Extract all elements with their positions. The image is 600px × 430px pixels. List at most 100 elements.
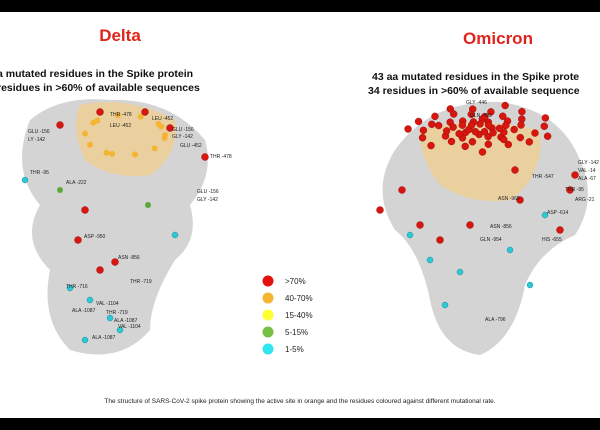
residue-dot [428, 120, 436, 128]
residue-dot [447, 137, 456, 146]
residue-label: GLY -446 [466, 100, 487, 106]
residue-dot [427, 141, 435, 150]
legend-swatch [262, 292, 274, 304]
residue-dot [480, 128, 489, 136]
residue-dot [506, 246, 514, 254]
residue-dot [74, 236, 82, 244]
residue-label: VAL -1104 [118, 324, 141, 330]
residue-dot [416, 221, 424, 229]
residue-dot [426, 256, 434, 264]
left-subtitle: a mutated residues in the Spike protein [0, 68, 193, 80]
right-subtitle: 43 aa mutated residues in the Spike prot… [372, 71, 579, 83]
residue-dot [458, 121, 467, 129]
residue-dot [502, 121, 510, 130]
residue-dot [398, 186, 406, 194]
residue-dot [476, 120, 484, 128]
residue-label: ALA -1087 [92, 335, 116, 341]
residue-dot [57, 187, 63, 193]
residue-dot [449, 110, 458, 118]
residue-dot [446, 105, 454, 113]
residue-dot [487, 108, 495, 116]
residue-dot [499, 112, 507, 120]
residue-dot [81, 336, 89, 344]
residue-label: THR -719 [106, 310, 128, 316]
legend-label: 40-70% [285, 294, 313, 303]
bottom-bar [0, 418, 600, 430]
residue-label: THR -478 [110, 112, 132, 118]
residue-dot [571, 171, 579, 179]
residue-dot [541, 114, 550, 122]
active-site-dot [109, 150, 116, 157]
legend-label: 1-5% [285, 345, 304, 354]
residue-dot [540, 122, 548, 130]
residue-label: THR -95 [565, 187, 584, 193]
residue-dot [449, 123, 457, 131]
residue-dot [481, 112, 489, 121]
residue-dot [166, 124, 174, 132]
residue-label: GLY -142 [197, 197, 218, 203]
residue-dot [478, 148, 487, 156]
residue-dot [96, 108, 104, 116]
active-site-dot [161, 134, 168, 141]
legend-swatch [262, 275, 274, 287]
residue-dot [516, 196, 524, 204]
residue-dot [543, 132, 552, 140]
residue-dot [456, 268, 464, 276]
residue-dot [21, 176, 29, 184]
residue-label: ASN -856 [490, 224, 512, 230]
residue-label: LY -142 [28, 137, 45, 143]
residue-dot [484, 121, 493, 129]
residue-label: ASP -950 [84, 234, 106, 240]
legend-label: 15-40% [285, 311, 313, 320]
residue-label: ALA -1087 [114, 318, 138, 324]
residue-dot [517, 121, 525, 129]
residue-label: GLU -156 [172, 127, 194, 133]
residue-label: ALA -796 [485, 317, 506, 323]
residue-dot [467, 110, 475, 119]
residue-dot [56, 121, 64, 129]
residue-label: ALA -222 [66, 180, 87, 186]
residue-dot [526, 281, 534, 289]
residue-dot [504, 140, 512, 149]
residue-dot [414, 117, 423, 126]
residue-dot [466, 221, 474, 229]
residue-label: ASN -856 [118, 255, 140, 261]
residue-dot [434, 121, 443, 130]
left-title: Delta [99, 26, 141, 45]
residue-label: THR -547 [532, 174, 554, 180]
residue-dot [145, 202, 151, 208]
residue-label: THR -719 [130, 279, 152, 285]
active-site-dot [137, 113, 144, 120]
residue-dot [141, 108, 149, 116]
residue-dot [495, 124, 504, 133]
residue-dot [418, 134, 427, 142]
residue-label: GLU -452 [180, 143, 202, 149]
residue-dot [500, 135, 508, 144]
residue-dot [376, 206, 384, 214]
residue-dot [484, 140, 493, 148]
residue-dot [442, 127, 451, 135]
residue-dot [86, 296, 94, 304]
residue-label: THR -95 [30, 170, 49, 176]
residue-dot [556, 226, 564, 234]
residue-dot [471, 127, 480, 136]
residue-label: VAL -1104 [96, 301, 119, 307]
residue-label: THR -716 [66, 284, 88, 290]
residue-dot [525, 138, 533, 146]
residue-dot [81, 206, 89, 214]
residue-label: LEU -452 [152, 116, 173, 122]
active-site-dot [103, 149, 110, 156]
residue-dot [461, 142, 469, 151]
residue-dot [566, 186, 574, 194]
residue-dot [516, 133, 525, 142]
residue-dot [468, 138, 477, 146]
residue-label: ASP -614 [547, 210, 569, 216]
residue-label: GLN -954 [480, 237, 502, 243]
active-site-dot [114, 112, 121, 119]
residue-dot [455, 130, 463, 138]
residue-label: VAL -14 [578, 168, 596, 174]
residue-dot [116, 326, 124, 334]
residue-label: THR -478 [210, 154, 232, 160]
residue-dot [467, 121, 476, 129]
active-site-dot [158, 123, 165, 130]
